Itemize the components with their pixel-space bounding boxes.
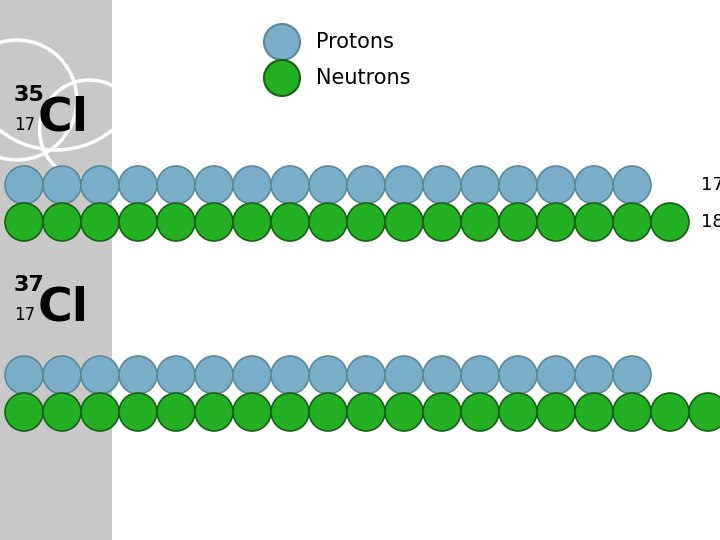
Circle shape — [347, 203, 385, 241]
Circle shape — [264, 60, 300, 96]
Text: 17: 17 — [14, 306, 35, 324]
Circle shape — [233, 393, 271, 431]
Circle shape — [157, 166, 195, 204]
Circle shape — [385, 393, 423, 431]
Circle shape — [537, 203, 575, 241]
Text: 18 neutrons: 18 neutrons — [701, 213, 720, 231]
Circle shape — [43, 166, 81, 204]
Circle shape — [499, 356, 537, 394]
Circle shape — [119, 393, 157, 431]
Circle shape — [613, 393, 651, 431]
Circle shape — [195, 356, 233, 394]
Circle shape — [43, 356, 81, 394]
Circle shape — [81, 393, 119, 431]
Circle shape — [5, 356, 43, 394]
Circle shape — [81, 356, 119, 394]
Circle shape — [423, 393, 461, 431]
Circle shape — [309, 203, 347, 241]
Circle shape — [233, 356, 271, 394]
Text: Neutrons: Neutrons — [316, 68, 410, 88]
Circle shape — [613, 166, 651, 204]
Circle shape — [195, 203, 233, 241]
Text: 17 protons: 17 protons — [701, 176, 720, 194]
Circle shape — [575, 393, 613, 431]
Bar — [0, 0, 112, 540]
Text: 17: 17 — [14, 116, 35, 134]
Circle shape — [499, 203, 537, 241]
Circle shape — [423, 356, 461, 394]
Circle shape — [157, 356, 195, 394]
Circle shape — [461, 356, 499, 394]
Circle shape — [461, 203, 499, 241]
Circle shape — [264, 24, 300, 60]
Circle shape — [651, 393, 689, 431]
Circle shape — [309, 356, 347, 394]
Text: Protons: Protons — [316, 32, 394, 52]
Text: 35: 35 — [14, 85, 45, 105]
Circle shape — [537, 166, 575, 204]
Circle shape — [43, 203, 81, 241]
Circle shape — [195, 166, 233, 204]
Circle shape — [575, 166, 613, 204]
Circle shape — [271, 166, 309, 204]
Circle shape — [271, 393, 309, 431]
Circle shape — [5, 166, 43, 204]
Circle shape — [385, 356, 423, 394]
Circle shape — [613, 356, 651, 394]
Circle shape — [233, 166, 271, 204]
Circle shape — [157, 393, 195, 431]
Circle shape — [613, 203, 651, 241]
Circle shape — [43, 393, 81, 431]
Circle shape — [385, 166, 423, 204]
Circle shape — [233, 203, 271, 241]
Circle shape — [309, 393, 347, 431]
Text: Cl: Cl — [38, 96, 89, 140]
Circle shape — [195, 393, 233, 431]
Circle shape — [689, 393, 720, 431]
Circle shape — [461, 166, 499, 204]
Text: Cl: Cl — [38, 286, 89, 330]
Circle shape — [5, 393, 43, 431]
Circle shape — [271, 356, 309, 394]
Circle shape — [157, 203, 195, 241]
Circle shape — [119, 203, 157, 241]
Circle shape — [347, 356, 385, 394]
Circle shape — [119, 356, 157, 394]
Circle shape — [271, 203, 309, 241]
Circle shape — [5, 203, 43, 241]
Circle shape — [575, 203, 613, 241]
Text: 37: 37 — [14, 275, 45, 295]
Circle shape — [499, 393, 537, 431]
Circle shape — [347, 166, 385, 204]
Circle shape — [385, 203, 423, 241]
Circle shape — [309, 166, 347, 204]
Circle shape — [119, 166, 157, 204]
Circle shape — [537, 393, 575, 431]
Circle shape — [81, 203, 119, 241]
Circle shape — [499, 166, 537, 204]
Circle shape — [537, 356, 575, 394]
Circle shape — [81, 166, 119, 204]
Circle shape — [347, 393, 385, 431]
Circle shape — [423, 203, 461, 241]
Circle shape — [651, 203, 689, 241]
Circle shape — [423, 166, 461, 204]
Circle shape — [575, 356, 613, 394]
Circle shape — [461, 393, 499, 431]
